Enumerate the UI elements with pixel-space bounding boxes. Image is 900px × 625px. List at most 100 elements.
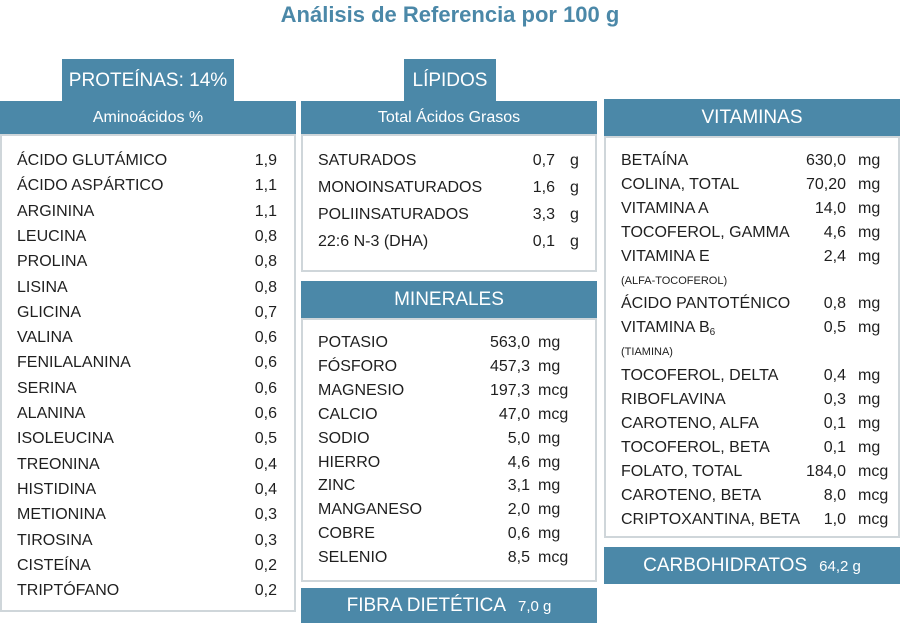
proteinas-panel: ÁCIDO GLUTÁMICO 1,9 ÁCIDO ASPÁRTICO 1,1 ARGI… (0, 134, 296, 612)
row-name: VALINA (17, 326, 73, 350)
row-value: 8,5 (507, 549, 530, 567)
page-title: Análisis de Referencia por 100 g (280, 2, 620, 27)
row-name-text: FOLATO, TOTAL (621, 462, 743, 480)
row-value: 0,8 (254, 227, 277, 245)
row-unit: mcg (858, 462, 889, 480)
row-name: ÁCIDO ASPÁRTICO (17, 174, 163, 198)
row-name: POTASIO (318, 331, 388, 355)
row-name: FÓSFORO (318, 355, 397, 379)
table-row: BETAÍNA 630,0 mg (606, 149, 898, 173)
row-unit: g (570, 233, 579, 250)
table-row: FÓSFORO 457,3 mg (303, 355, 595, 379)
table-row: CAROTENO, ALFA 0,1 mg (606, 412, 898, 436)
row-subscript: 6 (709, 327, 716, 339)
row-value: 3,3 (532, 206, 555, 223)
lipidos-tab-label: LÍPIDOS (412, 70, 488, 91)
row-name: ZINC (318, 474, 355, 498)
row-value: 0,5 (254, 430, 277, 448)
row-name-text: ISOLEUCINA (17, 430, 114, 448)
row-name: RIBOFLAVINA (621, 388, 726, 412)
row-value: 14,0 (814, 199, 846, 217)
row-name-text: METIONINA (17, 506, 106, 524)
table-row: FOLATO, TOTAL 184,0 mcg (606, 460, 898, 484)
row-unit: mg (858, 367, 881, 385)
row-unit: mg (538, 525, 561, 543)
table-row: SATURADOS 0,7 g (303, 149, 595, 173)
row-value: 0,6 (254, 354, 277, 372)
row-unit: mg (858, 175, 881, 193)
row-name: POLIINSATURADOS (318, 203, 469, 227)
table-row: VITAMINA A 14,0 mg (606, 197, 898, 221)
row-value: 0,3 (823, 391, 846, 408)
row-name: TRIPTÓFANO (17, 579, 119, 603)
row-value: 4,6 (823, 223, 846, 241)
row-name: METIONINA (17, 503, 106, 527)
row-value: 197,3 (489, 381, 530, 399)
row-value: 3,1 (507, 477, 530, 495)
table-row: PROLINA 0,8 (2, 250, 294, 274)
table-row: CALCIO 47,0 mcg (303, 403, 595, 427)
proteinas-tab: PROTEÍNAS: 14% (62, 59, 234, 101)
row-name-text: TOCOFEROL, BETA (621, 438, 770, 456)
row-name-text: LEUCINA (17, 227, 87, 245)
row-value: 563,0 (489, 334, 530, 351)
row-name: MANGANESO (318, 498, 422, 522)
table-row: GLICINA 0,7 (2, 301, 294, 325)
row-name: CAROTENO, BETA (621, 484, 761, 508)
row-name: TOCOFEROL, GAMMA (621, 221, 790, 245)
row-name: ÁCIDO GLUTÁMICO (17, 149, 167, 173)
vitaminas-header: VITAMINAS (604, 99, 900, 136)
carbohidratos-bar: CARBOHIDRATOS 64,2 g (604, 547, 900, 584)
row-name-text: CAROTENO, ALFA (621, 414, 759, 432)
row-name-text: TOCOFEROL, DELTA (621, 367, 779, 385)
table-row: CISTEÍNA 0,2 (2, 554, 294, 578)
row-name-text: TREONINA (17, 455, 100, 473)
row-value: 5,0 (507, 429, 530, 447)
row-name: SERINA (17, 377, 77, 401)
row-name: HIERRO (318, 451, 380, 475)
row-name: GLICINA (17, 301, 81, 325)
table-row: ÁCIDO PANTOTÉNICO 0,8 mg (606, 292, 898, 316)
row-name: HISTIDINA (17, 478, 96, 502)
row-name: ARGININA (17, 200, 94, 224)
table-row: CAROTENO, BETA 8,0 mcg (606, 484, 898, 508)
fibra-label: FIBRA DIETÉTICA (346, 595, 507, 616)
row-value: 1,1 (254, 177, 277, 195)
row-value: 0,3 (254, 531, 277, 549)
row-unit: mcg (538, 405, 569, 423)
row-unit: mg (858, 438, 881, 456)
row-unit: mcg (858, 486, 889, 504)
row-value: 1,0 (823, 510, 846, 528)
row-name: TREONINA (17, 453, 100, 477)
row-name-text: BETAÍNA (621, 152, 689, 169)
row-note: (ALFA-TOCOFEROL) (621, 274, 728, 287)
row-name-text: VALINA (17, 329, 73, 347)
row-value: 8,0 (823, 486, 846, 504)
row-name-text: ÁCIDO ASPÁRTICO (17, 177, 164, 195)
row-name-text: 22:6 N-3 (DHA) (318, 233, 429, 250)
row-name: BETAÍNA (621, 149, 688, 173)
note-row: (ALFA-TOCOFEROL) (606, 269, 898, 293)
row-name-text: VITAMINA E (621, 247, 710, 265)
row-name: FOLATO, TOTAL (621, 460, 742, 484)
table-row: TOCOFEROL, BETA 0,1 mg (606, 436, 898, 460)
table-row: VALINA 0,6 (2, 326, 294, 350)
proteinas-tab-label: PROTEÍNAS: 14% (68, 70, 228, 91)
lipidos-tab: LÍPIDOS (404, 59, 496, 101)
row-name: FENILALANINA (17, 351, 131, 375)
row-unit: mcg (538, 381, 569, 399)
table-row: MANGANESO 2,0 mg (303, 498, 595, 522)
row-name-text: VITAMINA A (621, 199, 709, 217)
row-unit: mg (538, 357, 561, 375)
row-name-text: HISTIDINA (17, 480, 97, 498)
table-row: ISOLEUCINA 0,5 (2, 427, 294, 451)
row-value: 630,0 (805, 152, 846, 169)
table-row: RIBOFLAVINA 0,3 mg (606, 388, 898, 412)
row-name: TOCOFEROL, BETA (621, 436, 770, 460)
fibra-bar: FIBRA DIETÉTICA 7,0 g (301, 588, 597, 623)
row-value: 0,1 (823, 438, 846, 456)
row-value: 0,4 (254, 480, 277, 498)
table-row: ZINC 3,1 mg (303, 474, 595, 498)
table-row: VITAMINA B6 0,5 mg (606, 316, 898, 340)
table-row: SELENIO 8,5 mcg (303, 546, 595, 570)
